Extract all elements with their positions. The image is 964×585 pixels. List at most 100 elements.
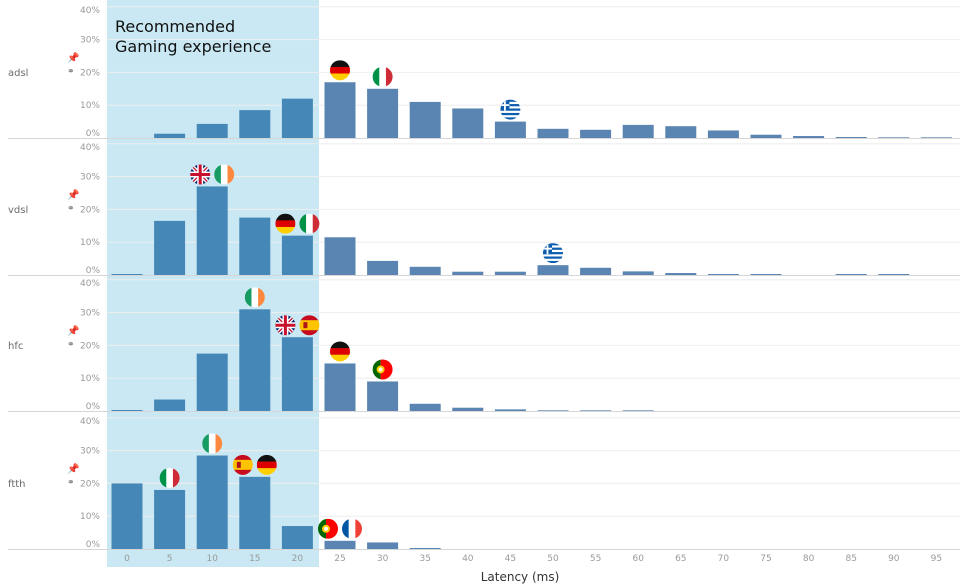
bar-vdsl-5[interactable] bbox=[154, 220, 186, 275]
bar-adsl-30[interactable] bbox=[367, 88, 399, 138]
bar-vdsl-45[interactable] bbox=[494, 271, 526, 275]
bar-adsl-70[interactable] bbox=[707, 130, 739, 138]
pin-icon[interactable]: 📌 bbox=[67, 462, 80, 475]
bar-vdsl-35[interactable] bbox=[409, 266, 441, 275]
bar-hfc-25[interactable] bbox=[324, 363, 356, 411]
bar-adsl-10[interactable] bbox=[196, 123, 228, 138]
y-tick-label: 0% bbox=[86, 129, 101, 139]
bar-adsl-15[interactable] bbox=[239, 110, 271, 138]
bar-adsl-95[interactable] bbox=[920, 137, 952, 138]
y-tick-label: 0% bbox=[86, 540, 101, 550]
bar-vdsl-60[interactable] bbox=[622, 271, 654, 275]
y-tick-label: 20% bbox=[80, 205, 100, 215]
y-tick-label: 10% bbox=[80, 512, 100, 522]
bar-ftth-35[interactable] bbox=[409, 548, 441, 549]
bar-adsl-55[interactable] bbox=[580, 129, 612, 138]
bar-hfc-60[interactable] bbox=[622, 410, 654, 411]
bar-adsl-90[interactable] bbox=[878, 137, 910, 138]
flag-it-icon bbox=[299, 213, 320, 234]
recommended-label-line2: Gaming experience bbox=[115, 37, 271, 56]
bar-adsl-40[interactable] bbox=[452, 108, 484, 138]
y-tick-label: 30% bbox=[80, 309, 100, 319]
x-axis-title: Latency (ms) bbox=[481, 570, 560, 584]
bar-ftth-10[interactable] bbox=[196, 455, 228, 549]
pin-icon[interactable]: 📌 bbox=[67, 324, 80, 337]
bar-vdsl-65[interactable] bbox=[665, 273, 697, 275]
row-label-hfc: hfc bbox=[8, 341, 23, 352]
bar-hfc-5[interactable] bbox=[154, 399, 186, 411]
flag-pt-icon bbox=[372, 359, 393, 380]
bar-vdsl-90[interactable] bbox=[878, 274, 910, 275]
bar-vdsl-20[interactable] bbox=[281, 235, 313, 275]
x-tick-label: 35 bbox=[419, 554, 430, 564]
x-tick-label: 0 bbox=[124, 554, 130, 564]
flag-de-icon bbox=[256, 454, 277, 475]
bar-hfc-40[interactable] bbox=[452, 407, 484, 411]
bar-hfc-35[interactable] bbox=[409, 403, 441, 411]
bar-ftth-15[interactable] bbox=[239, 476, 271, 549]
bar-hfc-20[interactable] bbox=[281, 337, 313, 411]
bar-adsl-75[interactable] bbox=[750, 134, 782, 138]
bar-vdsl-75[interactable] bbox=[750, 274, 782, 275]
bar-hfc-10[interactable] bbox=[196, 353, 228, 411]
link-icon[interactable]: ⚭ bbox=[67, 340, 75, 350]
pin-icon[interactable]: 📌 bbox=[67, 51, 80, 64]
flag-gb-icon bbox=[275, 315, 296, 336]
bar-vdsl-50[interactable] bbox=[537, 265, 569, 275]
bar-adsl-85[interactable] bbox=[835, 137, 867, 138]
bar-adsl-35[interactable] bbox=[409, 101, 441, 138]
y-tick-label: 40% bbox=[80, 6, 100, 16]
bar-vdsl-40[interactable] bbox=[452, 271, 484, 275]
x-tick-label: 95 bbox=[931, 554, 942, 564]
x-tick-label: 20 bbox=[292, 554, 304, 564]
bar-vdsl-25[interactable] bbox=[324, 237, 356, 275]
bar-vdsl-55[interactable] bbox=[580, 267, 612, 275]
bar-adsl-60[interactable] bbox=[622, 124, 654, 138]
row-label-vdsl: vdsl bbox=[8, 205, 28, 216]
flag-it-icon bbox=[159, 467, 180, 488]
bar-ftth-5[interactable] bbox=[154, 489, 186, 549]
bar-vdsl-0[interactable] bbox=[111, 274, 143, 275]
bar-adsl-80[interactable] bbox=[793, 136, 825, 138]
bar-vdsl-10[interactable] bbox=[196, 186, 228, 275]
x-tick-label: 10 bbox=[206, 554, 218, 564]
flag-de-icon bbox=[330, 60, 350, 81]
bar-vdsl-70[interactable] bbox=[707, 274, 739, 275]
link-icon[interactable]: ⚭ bbox=[67, 478, 75, 488]
bar-hfc-0[interactable] bbox=[111, 410, 143, 411]
bar-adsl-5[interactable] bbox=[154, 133, 186, 138]
bar-adsl-25[interactable] bbox=[324, 82, 356, 138]
bar-vdsl-30[interactable] bbox=[367, 260, 399, 275]
flag-gr-icon bbox=[543, 243, 563, 264]
bar-adsl-20[interactable] bbox=[281, 98, 313, 138]
bar-hfc-15[interactable] bbox=[239, 309, 271, 411]
bar-adsl-65[interactable] bbox=[665, 126, 697, 138]
bar-ftth-20[interactable] bbox=[281, 526, 313, 549]
pin-icon[interactable]: 📌 bbox=[67, 188, 80, 201]
x-tick-label: 30 bbox=[377, 554, 389, 564]
bar-vdsl-85[interactable] bbox=[835, 274, 867, 275]
x-tick-label: 40 bbox=[462, 554, 474, 564]
x-tick-label: 50 bbox=[547, 554, 559, 564]
bar-hfc-30[interactable] bbox=[367, 381, 399, 411]
flag-de-icon bbox=[330, 341, 350, 362]
bar-hfc-45[interactable] bbox=[494, 409, 526, 411]
link-icon[interactable]: ⚭ bbox=[67, 204, 75, 214]
bar-vdsl-15[interactable] bbox=[239, 217, 271, 275]
bar-hfc-55[interactable] bbox=[580, 410, 612, 411]
link-icon[interactable]: ⚭ bbox=[67, 67, 75, 77]
bar-hfc-50[interactable] bbox=[537, 410, 569, 411]
x-tick-label: 80 bbox=[803, 554, 815, 564]
bar-adsl-45[interactable] bbox=[494, 121, 526, 138]
bar-ftth-30[interactable] bbox=[367, 542, 399, 549]
flag-es-icon bbox=[299, 315, 320, 336]
x-tick-label: 65 bbox=[675, 554, 686, 564]
y-tick-label: 30% bbox=[80, 173, 100, 183]
recommended-label-line1: Recommended bbox=[115, 17, 235, 36]
x-tick-label: 85 bbox=[845, 554, 856, 564]
flag-de-icon bbox=[275, 213, 296, 234]
bar-ftth-0[interactable] bbox=[111, 483, 143, 549]
bar-ftth-25[interactable] bbox=[324, 540, 356, 549]
bar-adsl-50[interactable] bbox=[537, 128, 569, 138]
